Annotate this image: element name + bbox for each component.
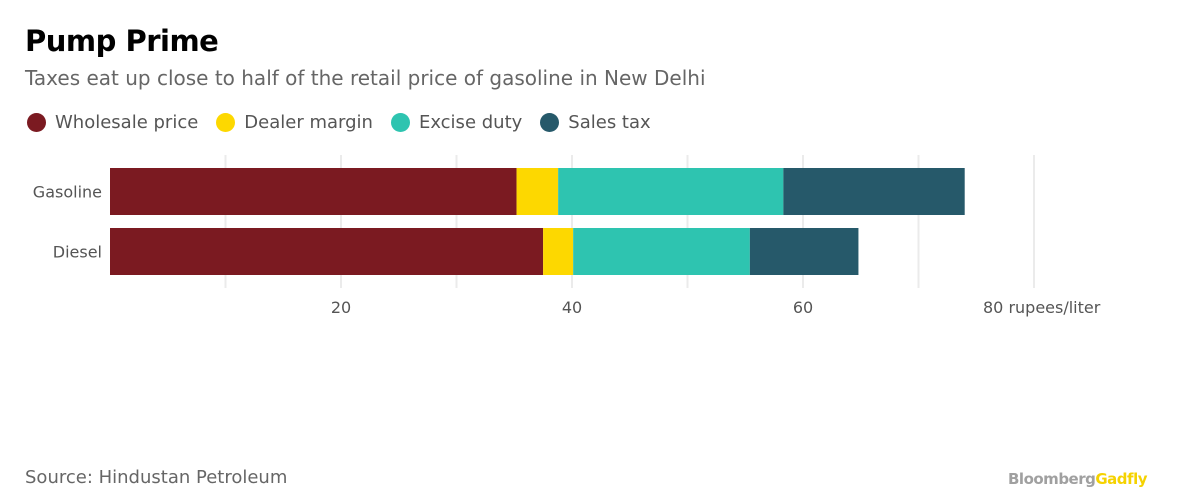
- legend-dot: [540, 113, 560, 132]
- bar-segment: [543, 228, 574, 275]
- legend-dot: [216, 113, 236, 132]
- bar-segment: [573, 228, 750, 275]
- tick-label: 40: [562, 298, 582, 317]
- legend-item: Dealer margin: [216, 112, 373, 133]
- bar-segment: [516, 168, 559, 215]
- bar-segment: [558, 168, 784, 215]
- category-label: Diesel: [53, 243, 102, 262]
- bar-segment: [110, 228, 544, 275]
- brand-part1: Bloomberg: [1008, 470, 1096, 488]
- category-label: Gasoline: [33, 183, 102, 202]
- legend-label: Excise duty: [418, 112, 523, 133]
- legend-item: Sales tax: [540, 112, 651, 133]
- legend-label: Wholesale price: [55, 112, 199, 133]
- source-note: Source: Hindustan Petroleum: [25, 467, 288, 488]
- legend: Wholesale price Dealer margin Excise duty S…: [27, 112, 651, 133]
- chart-title: Pump Prime: [25, 24, 219, 58]
- legend-dot: [390, 113, 410, 132]
- chart-subtitle: Taxes eat up close to half of the retail…: [25, 66, 706, 90]
- brand-logo: BloombergGadfly: [1008, 470, 1147, 488]
- legend-item: Excise duty: [390, 112, 523, 133]
- tick-label: 60: [793, 298, 813, 317]
- tick-label: 20: [331, 298, 351, 317]
- legend-label: Sales tax: [568, 112, 651, 133]
- tick-label: 80 rupees/liter: [983, 298, 1101, 317]
- bar-segment: [749, 228, 859, 275]
- bar-segment: [783, 168, 965, 215]
- bar-segment: [110, 168, 517, 215]
- legend-label: Dealer margin: [244, 112, 373, 133]
- brand-part2: Gadfly: [1095, 470, 1147, 488]
- legend-item: Wholesale price: [27, 112, 198, 133]
- legend-dot: [27, 113, 46, 132]
